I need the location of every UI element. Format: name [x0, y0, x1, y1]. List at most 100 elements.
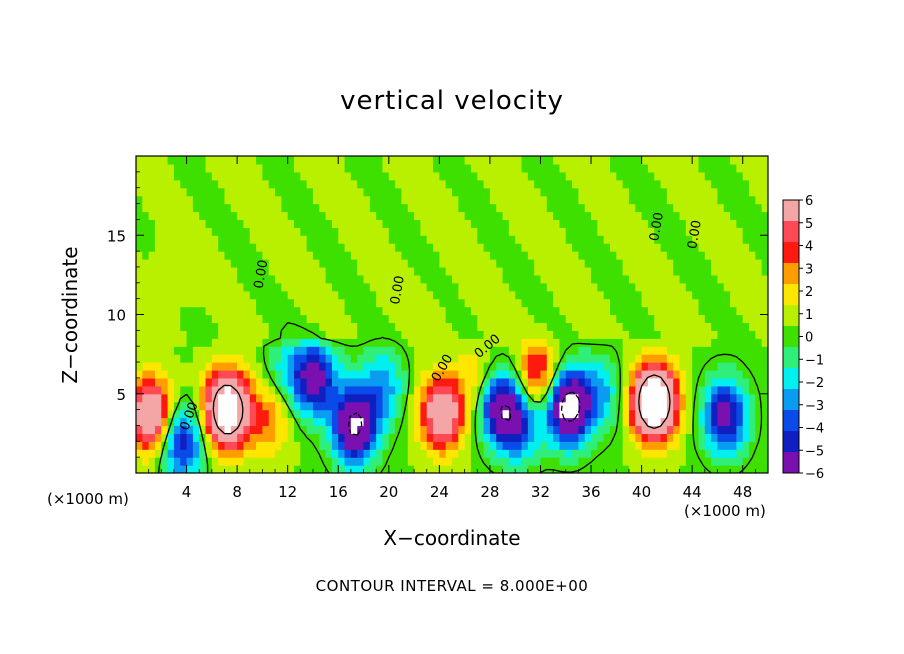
heatmap-cell	[711, 219, 719, 228]
heatmap-cell	[534, 219, 542, 228]
heatmap-cell	[369, 243, 377, 252]
heatmap-cell	[597, 251, 605, 260]
heatmap-cell	[496, 354, 504, 363]
heatmap-cell	[344, 314, 352, 324]
heatmap-cell	[142, 354, 150, 363]
heatmap-cell	[382, 306, 390, 316]
heatmap-cell	[445, 385, 453, 395]
heatmap-cell	[540, 274, 548, 284]
heatmap-cell	[470, 251, 478, 260]
heatmap-cell	[692, 298, 700, 308]
heatmap-cell	[142, 306, 150, 316]
heatmap-cell	[433, 282, 440, 292]
heatmap-cell	[540, 314, 548, 324]
heatmap-cell	[553, 298, 561, 308]
heatmap-cell	[730, 266, 737, 276]
heatmap-cell	[546, 211, 554, 220]
heatmap-cell	[508, 211, 516, 220]
heatmap-cell	[218, 156, 226, 165]
heatmap-cell	[553, 362, 561, 371]
heatmap-cell	[338, 156, 346, 165]
contour-label: 0.00	[647, 211, 667, 242]
heatmap-cell	[717, 377, 725, 387]
heatmap-cell	[154, 187, 162, 197]
colorbar-swatch	[783, 242, 799, 264]
heatmap-cell	[426, 354, 434, 363]
heatmap-cell	[641, 259, 649, 268]
heatmap-cell	[268, 290, 276, 300]
heatmap-cell	[180, 179, 188, 189]
heatmap-cell	[622, 306, 630, 316]
heatmap-cell	[306, 259, 314, 268]
heatmap-cell	[395, 219, 403, 228]
heatmap-cell	[572, 274, 579, 284]
heatmap-cell	[414, 354, 421, 363]
heatmap-cell	[452, 203, 459, 213]
heatmap-cell	[742, 227, 750, 236]
heatmap-cell	[641, 266, 649, 276]
heatmap-cell	[540, 171, 548, 181]
heatmap-cell	[470, 449, 478, 458]
heatmap-cell	[515, 266, 523, 276]
heatmap-cell	[407, 243, 415, 252]
heatmap-cell	[711, 235, 719, 244]
heatmap-cell	[388, 171, 396, 181]
heatmap-cell	[546, 290, 554, 300]
heatmap-cell	[508, 290, 516, 300]
heatmap-cell	[167, 449, 175, 458]
heatmap-cell	[186, 195, 194, 205]
heatmap-cell	[477, 203, 485, 213]
heatmap-cell	[628, 322, 636, 331]
heatmap-cell	[641, 243, 649, 252]
heatmap-cell	[578, 385, 586, 395]
heatmap-cell	[205, 179, 213, 189]
heatmap-cell	[357, 259, 365, 268]
heatmap-cell	[559, 330, 567, 339]
heatmap-cell	[489, 338, 497, 347]
heatmap-cell	[426, 163, 434, 173]
heatmap-cell	[546, 179, 554, 189]
heatmap-cell	[730, 156, 737, 165]
heatmap-cell	[445, 243, 453, 252]
heatmap-cell	[376, 235, 384, 244]
heatmap-cell	[199, 235, 207, 244]
heatmap-cell	[262, 179, 270, 189]
heatmap-cell	[287, 274, 295, 284]
heatmap-cell	[527, 417, 535, 427]
heatmap-cell	[477, 306, 485, 316]
heatmap-cell	[211, 306, 219, 316]
heatmap-cell	[742, 385, 750, 395]
heatmap-cell	[603, 235, 611, 244]
heatmap-cell	[616, 266, 624, 276]
heatmap-cell	[395, 195, 403, 205]
heatmap-cell	[376, 251, 384, 260]
heatmap-cell	[161, 187, 169, 197]
heatmap-cell	[256, 219, 263, 228]
heatmap-cell	[616, 465, 624, 473]
heatmap-cell	[344, 203, 352, 213]
heatmap-cell	[470, 417, 478, 427]
heatmap-cell	[685, 219, 693, 228]
heatmap-cell	[186, 171, 194, 181]
heatmap-cell	[458, 274, 466, 284]
heatmap-cell	[616, 156, 624, 165]
heatmap-cell	[294, 346, 301, 355]
heatmap-cell	[382, 259, 390, 268]
heatmap-cell	[761, 393, 768, 403]
heatmap-cell	[230, 322, 238, 331]
heatmap-cell	[464, 259, 472, 268]
heatmap-cell	[730, 425, 737, 434]
heatmap-cell	[192, 425, 200, 434]
heatmap-cell	[136, 171, 143, 181]
heatmap-cell	[717, 282, 725, 292]
heatmap-cell	[565, 369, 573, 379]
heatmap-cell	[205, 298, 213, 308]
heatmap-cell	[685, 282, 693, 292]
heatmap-cell	[546, 369, 554, 379]
heatmap-cell	[281, 163, 289, 173]
heatmap-cell	[730, 457, 737, 466]
heatmap-cell	[572, 187, 579, 197]
heatmap-cell	[559, 417, 567, 427]
heatmap-cell	[603, 290, 611, 300]
heatmap-cell	[306, 306, 314, 316]
